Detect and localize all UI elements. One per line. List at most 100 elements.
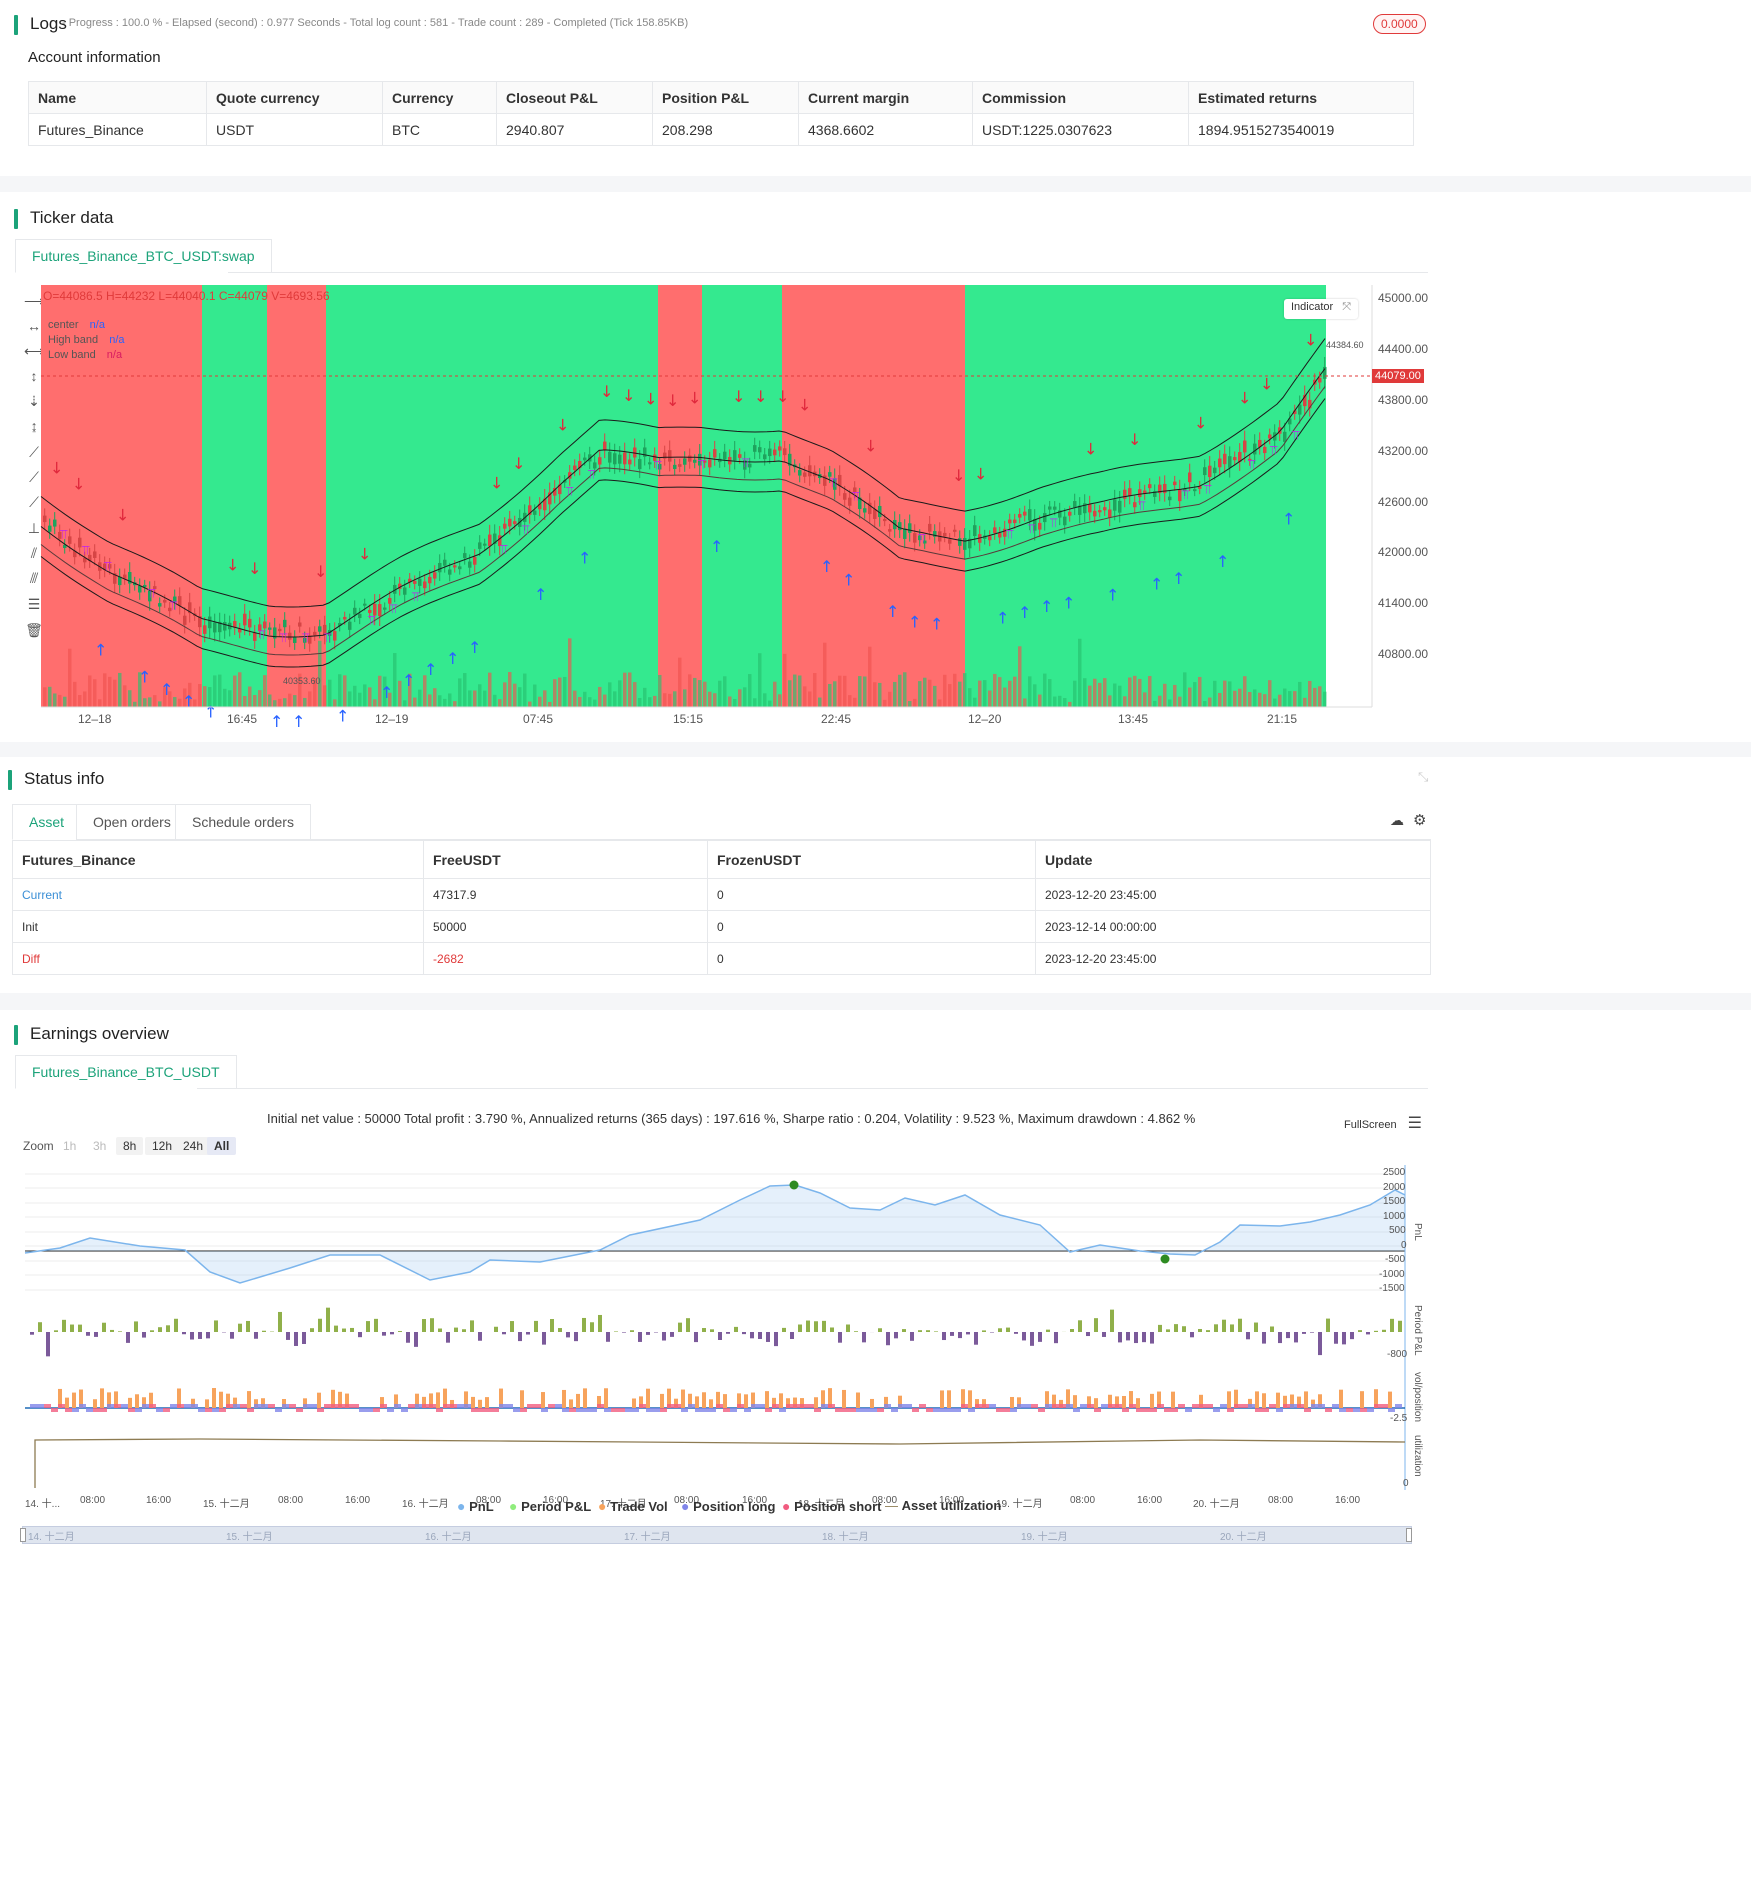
candle-body xyxy=(438,562,442,573)
parallel-channel-tool-icon[interactable]: ⫽ xyxy=(30,545,38,561)
zoom-24h-button[interactable]: 24h xyxy=(176,1137,211,1155)
asset-row-label[interactable]: Current xyxy=(12,878,424,911)
trend-line-tool-icon[interactable]: ⟋ xyxy=(29,444,39,460)
volume-bar xyxy=(588,697,592,707)
position-bar xyxy=(821,1404,828,1408)
volume-bar xyxy=(673,691,677,707)
candle-body xyxy=(623,452,627,465)
close-marker-icon: ⫪ xyxy=(1270,444,1277,459)
zoom-all-button[interactable]: All xyxy=(207,1137,237,1155)
volume-bar xyxy=(1043,673,1047,707)
tab-earnings-symbol[interactable]: Futures_Binance_BTC_USDT xyxy=(15,1055,237,1089)
candle-body xyxy=(743,460,747,470)
short-arrow-icon: ↓ xyxy=(1194,414,1207,433)
gear-icon[interactable]: ⚙ xyxy=(1413,812,1427,829)
volume-bar xyxy=(263,675,267,707)
legend-trade-vol[interactable]: ● Trade Vol xyxy=(598,1498,668,1514)
legend-pnl[interactable]: ● PnL xyxy=(457,1498,494,1514)
candle-body xyxy=(1263,446,1267,454)
candle-body xyxy=(333,631,337,641)
volume-bar xyxy=(943,674,947,707)
horizontal-segment-tool-icon[interactable]: ⟷ xyxy=(24,343,45,359)
zoom-12h-button[interactable]: 12h xyxy=(145,1137,180,1155)
volume-bar xyxy=(1063,698,1067,707)
legend-position-short[interactable]: ● Position short xyxy=(782,1498,881,1514)
menu-icon[interactable]: ☰ xyxy=(1407,1115,1422,1132)
ray-line-tool-icon[interactable]: ⟋ xyxy=(29,469,39,485)
close-marker-icon: ⫪ xyxy=(302,631,309,646)
tab-open-orders[interactable]: Open orders xyxy=(76,804,188,840)
trade-vol-bar xyxy=(576,1393,580,1408)
volume-bar xyxy=(103,673,107,707)
period-pnl-bar xyxy=(1278,1332,1282,1344)
vertical-ray-tool-icon[interactable]: ⇣ xyxy=(28,393,40,409)
navigator-handle-left[interactable] xyxy=(20,1528,26,1542)
zoom-1h-button[interactable]: 1h xyxy=(63,1139,77,1153)
navigator-handle-right[interactable] xyxy=(1406,1528,1412,1542)
asset-cell: 2023-12-20 23:45:00 xyxy=(1035,942,1431,975)
period-pnl-bar xyxy=(1174,1324,1178,1332)
position-bar xyxy=(1192,1404,1199,1408)
period-pnl-bar xyxy=(734,1326,738,1332)
horizontal-line-tool-icon[interactable]: ⟶ xyxy=(24,293,45,309)
volume-bar xyxy=(583,691,587,707)
tab-asset[interactable]: Asset xyxy=(12,804,82,840)
zoom-3h-button[interactable]: 3h xyxy=(93,1139,107,1153)
expand-icon[interactable]: ⤧ xyxy=(1342,301,1352,313)
short-arrow-icon: ↓ xyxy=(864,436,877,455)
volume-bar xyxy=(363,684,367,707)
x-tick: 15:15 xyxy=(673,712,704,726)
trade-vol-bar xyxy=(674,1398,678,1408)
earnings-x-tick: 16:00 xyxy=(1137,1495,1163,1506)
position-bar xyxy=(1332,1404,1339,1408)
period-pnl-bar xyxy=(646,1332,650,1335)
account-cell: 2940.807 xyxy=(496,113,653,146)
band-line xyxy=(40,338,1326,608)
earnings-x-tick: 20. 十二月 xyxy=(1193,1499,1240,1510)
vertical-line-tool-icon[interactable]: ↕ xyxy=(30,368,38,384)
trade-vol-bar xyxy=(583,1388,587,1408)
volume-bar xyxy=(873,682,877,707)
cloud-download-icon[interactable]: ☁ xyxy=(1390,812,1404,828)
volume-bar xyxy=(1258,692,1262,707)
navigator-tick: 19. 十二月 xyxy=(1021,1532,1068,1543)
account-row: Futures_Binance USDT BTC 2940.807 208.29… xyxy=(28,113,1414,146)
legend-position-long[interactable]: ● Position long xyxy=(681,1498,775,1514)
volume-bar xyxy=(573,690,577,707)
legend-period-pnl[interactable]: ● Period P&L xyxy=(509,1498,591,1514)
period-pnl-bar xyxy=(806,1320,810,1332)
position-bar xyxy=(233,1404,240,1408)
period-pnl-bar xyxy=(430,1318,434,1332)
trash-icon[interactable]: 🗑 xyxy=(25,622,43,638)
vertical-segment-tool-icon[interactable]: ↨ xyxy=(30,418,38,434)
position-bar xyxy=(373,1408,380,1412)
period-pnl-bar xyxy=(150,1330,154,1332)
candlestick-chart[interactable]: ↓ ⫪ ↓ ⫪ ↑ ⫪ ↓ ↑ ⫪ ↑ ⫪ ↑ ↑ ↓ ↓ ⫪ ↑ ⫪ ↑ ⫪ ↓ ⫪ ↑ ↓ ⫪ ↑ ⫪ ↑ ⫪ ↑ ↑ ↑ ↓ ⫪ ↓ ⫪ ↑ ↓ ⫪ ↑… xyxy=(0,192,1440,742)
collapse-icon[interactable]: ⤡ xyxy=(1418,769,1429,784)
legend-asset-util[interactable]: — Asset utilization xyxy=(885,1498,1001,1513)
tab-ticker-symbol[interactable]: Futures_Binance_BTC_USDT:swap xyxy=(15,239,272,273)
tab-schedule-orders[interactable]: Schedule orders xyxy=(175,804,311,840)
price-line-tool-icon[interactable]: ⊥ xyxy=(27,520,41,536)
candle-body xyxy=(408,578,412,583)
segment-tool-icon[interactable]: ⟋ xyxy=(29,494,39,510)
long-arrow-icon: ↑ xyxy=(292,712,305,731)
horizontal-ray-tool-icon[interactable]: ↔ xyxy=(27,318,41,334)
volume-bar xyxy=(753,698,757,707)
legend-position-long-label: Position long xyxy=(693,1499,776,1514)
fib-retracement-tool-icon[interactable]: ☰ xyxy=(27,596,41,612)
zoom-8h-button[interactable]: 8h xyxy=(116,1137,144,1155)
candle-body xyxy=(298,622,302,627)
trade-vol-bar xyxy=(520,1390,524,1408)
volume-bar xyxy=(933,685,937,707)
trade-vol-bar xyxy=(639,1396,643,1408)
volume-bar xyxy=(318,640,322,707)
fullscreen-button[interactable]: FullScreen ☰ xyxy=(1344,1113,1422,1133)
indicator-button[interactable]: Indicator ⤧ xyxy=(1284,299,1359,319)
fib-tool-icon[interactable]: ⫻ xyxy=(29,570,39,586)
position-bar xyxy=(324,1404,331,1408)
position-bar xyxy=(660,1408,667,1412)
volume-bar xyxy=(913,698,917,707)
earnings-chart[interactable] xyxy=(0,1010,1440,1550)
volume-bar xyxy=(948,684,952,707)
